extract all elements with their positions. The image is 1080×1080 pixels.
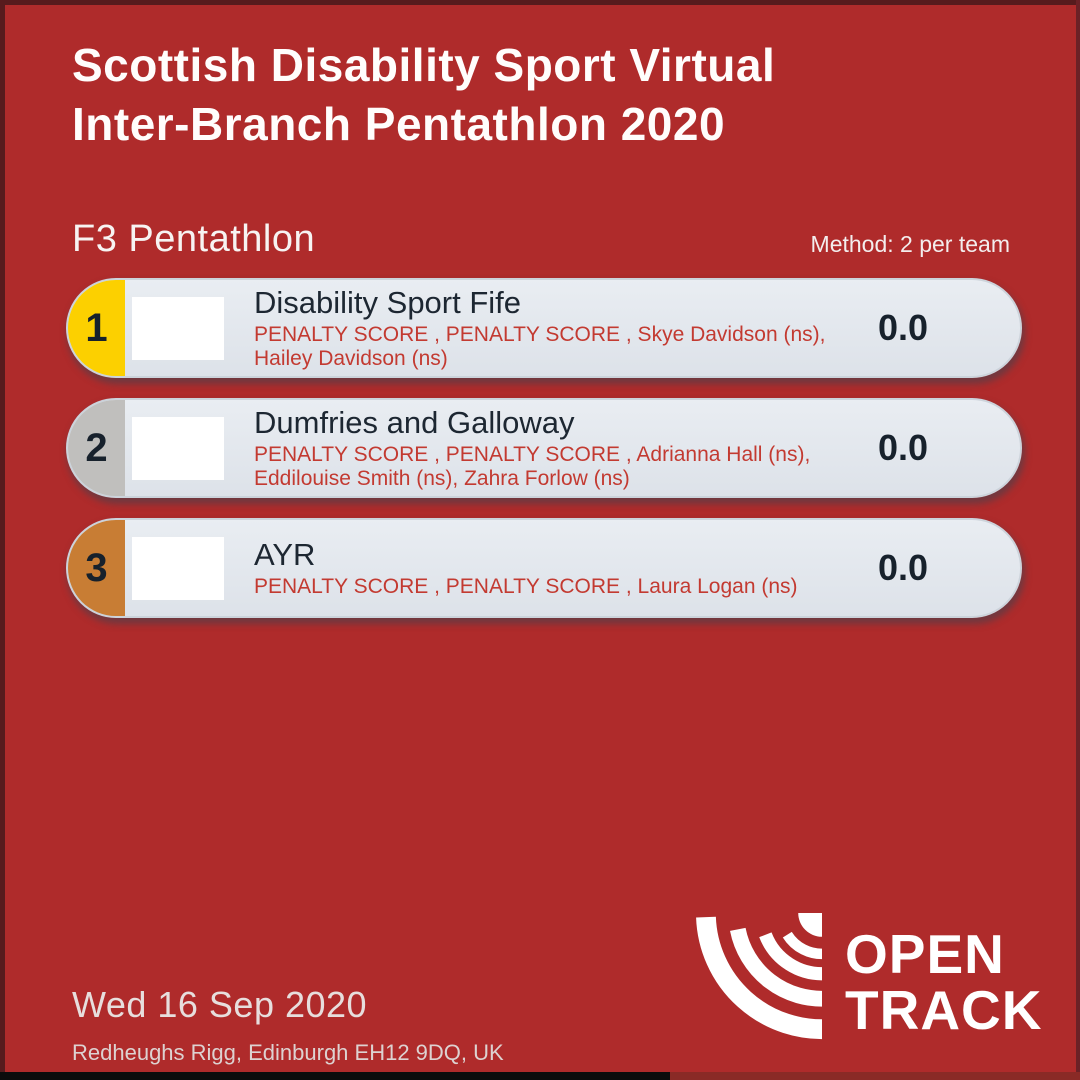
results-list: 1 Disability Sport Fife PENALTY SCORE , … (66, 278, 1022, 638)
team-name: AYR (254, 537, 316, 572)
scoring-method-label: Method: 2 per team (810, 231, 1010, 257)
team-logo-placeholder (132, 417, 224, 480)
event-venue: Redheughs Rigg, Edinburgh EH12 9DQ, UK (72, 1040, 504, 1065)
result-row-1: 1 Disability Sport Fife PENALTY SCORE , … (66, 278, 1022, 378)
event-name: F3 Pentathlon (72, 218, 316, 260)
team-score: 0.0 (877, 427, 929, 468)
team-members: PENALTY SCORE , PENALTY SCORE , Skye Dav… (254, 323, 826, 370)
page-title-line1: Scottish Disability Sport Virtual (72, 39, 776, 91)
rank-number: 1 (85, 305, 108, 350)
rank-number: 3 (85, 545, 108, 590)
team-info: Disability Sport Fife PENALTY SCORE , PE… (254, 280, 870, 376)
opentrack-word-open: OPEN (845, 923, 1005, 985)
frame-border-right (1076, 0, 1080, 1080)
frame-border-left (0, 0, 5, 1080)
team-name: Disability Sport Fife (254, 285, 522, 320)
frame-border-bottom-red (669, 1072, 1080, 1080)
rank-number: 2 (85, 425, 108, 470)
opentrack-logo-icon (696, 913, 822, 1040)
result-row-2: 2 Dumfries and Galloway PENALTY SCORE , … (66, 398, 1022, 498)
team-logo-placeholder (132, 297, 224, 360)
rank-badge-silver: 2 (68, 400, 125, 496)
rank-badge-gold: 1 (68, 280, 125, 376)
team-score: 0.0 (877, 307, 929, 348)
opentrack-wordmark: OPEN TRACK (845, 926, 1042, 1038)
team-members: PENALTY SCORE , PENALTY SCORE , Laura Lo… (254, 575, 798, 598)
result-row-3: 3 AYR PENALTY SCORE , PENALTY SCORE , La… (66, 518, 1022, 618)
team-score: 0.0 (877, 547, 929, 588)
team-logo-placeholder (132, 537, 224, 600)
page-title: Scottish Disability Sport Virtual Inter-… (72, 36, 972, 154)
frame-border-top (0, 0, 1080, 5)
frame-border-bottom-black (0, 1072, 670, 1080)
opentrack-word-track: TRACK (845, 979, 1043, 1041)
team-info: AYR PENALTY SCORE , PENALTY SCORE , Laur… (254, 520, 870, 616)
team-members: PENALTY SCORE , PENALTY SCORE , Adrianna… (254, 443, 811, 490)
team-name: Dumfries and Galloway (254, 405, 575, 440)
team-info: Dumfries and Galloway PENALTY SCORE , PE… (254, 400, 870, 496)
rank-badge-bronze: 3 (68, 520, 125, 616)
event-date: Wed 16 Sep 2020 (72, 984, 368, 1025)
page-title-line2: Inter-Branch Pentathlon 2020 (72, 98, 726, 150)
